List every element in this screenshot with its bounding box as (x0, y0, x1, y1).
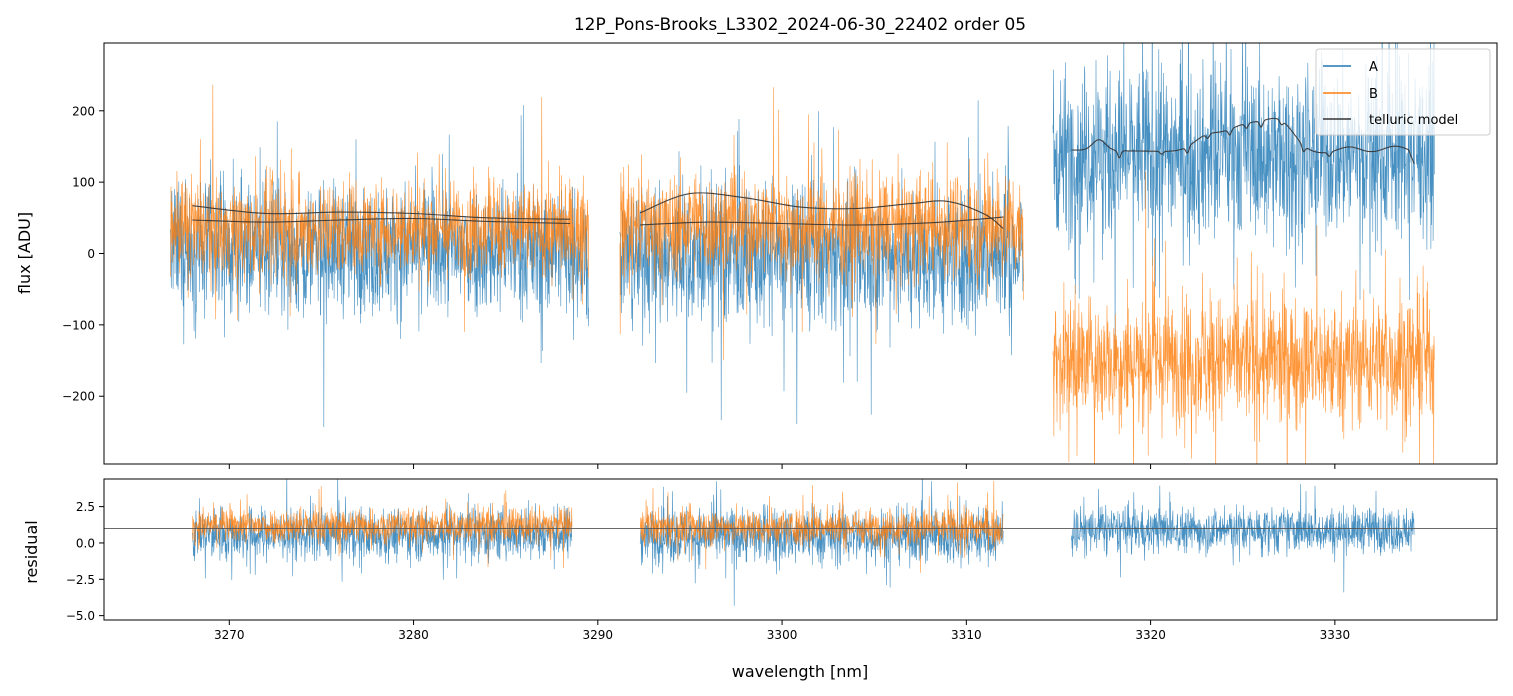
bottom-axes-frame (103, 478, 1498, 621)
top-y-tick-label--200: −200 (62, 390, 95, 404)
bottom-y-axis-label: residual (22, 520, 41, 583)
residual-a-segment-3 (1071, 483, 1415, 593)
top-y-axis-label: flux [ADU] (15, 212, 34, 294)
top-y-tick-label-200: 200 (72, 104, 95, 118)
x-tick-label-3270: 3270 (214, 628, 245, 642)
x-tick-label-3310: 3310 (951, 628, 982, 642)
x-tick-label-3330: 3330 (1320, 628, 1351, 642)
legend-frame (1315, 48, 1491, 136)
bottom-x-ticks: 3270 3280 3290 3300 3310 3320 3330 (214, 620, 1350, 642)
telluric-model-segment-2-upper (640, 192, 1004, 229)
telluric-model-lines (192, 117, 1415, 229)
legend-label-telluric-model: telluric model (1369, 113, 1458, 128)
bottom-y-tick-label-0: −5.0 (66, 609, 95, 623)
top-panel: −200 −100 0 100 200 flux [ADU] A B telluric … (15, 42, 1498, 469)
legend-label-b: B (1369, 87, 1378, 102)
x-tick-label-3300: 3300 (767, 628, 798, 642)
x-tick-label-3290: 3290 (583, 628, 614, 642)
top-x-ticks (228, 464, 1336, 469)
bottom-panel: 3270 3280 3290 3300 3310 3320 3330 −5.0 −2.5 0.0… (22, 478, 1498, 681)
telluric-model-segment-1-lower (192, 217, 571, 225)
series-b-segment-3 (1052, 171, 1435, 464)
bottom-y-ticks: −5.0 −2.5 0.0 2.5 (66, 500, 104, 623)
bottom-y-tick-label-2: 0.0 (76, 536, 95, 550)
residual-b-segment-1 (192, 486, 573, 569)
bottom-y-tick-label-1: −2.5 (66, 573, 95, 587)
x-tick-label-3280: 3280 (398, 628, 429, 642)
top-plot-area (170, 43, 1435, 464)
series-b-segment-2 (619, 87, 1024, 361)
top-y-tick-label--100: −100 (62, 318, 95, 332)
telluric-model-segment-2-lower (640, 216, 1004, 226)
legend-label-a: A (1369, 60, 1378, 75)
bottom-y-tick-label-3: 2.5 (76, 500, 95, 514)
top-y-ticks: −200 −100 0 100 200 (62, 104, 104, 404)
top-y-tick-label-0: 0 (87, 247, 95, 261)
bottom-plot-area (104, 479, 1497, 606)
series-b-segment-1 (170, 84, 589, 332)
legend: A B telluric model (1315, 48, 1491, 136)
telluric-model-segment-1-upper (192, 205, 571, 220)
residual-b-segment-2 (639, 480, 1004, 573)
x-axis-label: wavelength [nm] (732, 662, 869, 681)
top-y-tick-label-100: 100 (72, 176, 95, 190)
telluric-model-segment-3-absorption (1071, 117, 1415, 164)
series-a-segment-1 (170, 105, 589, 428)
chart-title: 12P_Pons-Brooks_L3302_2024-06-30_22402 o… (574, 15, 1026, 35)
x-tick-label-3320: 3320 (1135, 628, 1166, 642)
